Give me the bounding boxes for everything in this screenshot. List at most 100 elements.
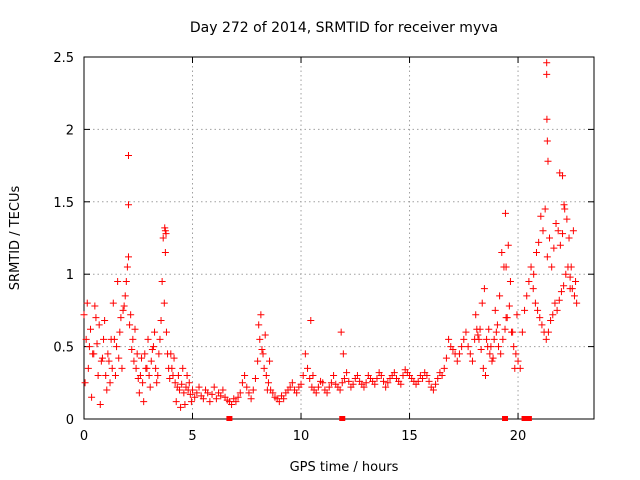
data-point (483, 335, 491, 343)
data-point (195, 383, 203, 391)
data-point (534, 306, 542, 314)
data-point (349, 380, 357, 388)
data-point (345, 377, 353, 385)
data-point (429, 386, 437, 394)
data-point (180, 389, 188, 397)
data-point (234, 393, 242, 401)
data-point (107, 335, 115, 343)
data-point (490, 335, 498, 343)
data-point (280, 395, 288, 403)
data-point (554, 227, 562, 235)
x-tick-label: 0 (80, 429, 88, 444)
data-point (488, 357, 496, 365)
data-point (340, 374, 348, 382)
data-point (314, 383, 322, 391)
data-point (161, 248, 169, 256)
x-tick-label: 10 (293, 429, 310, 444)
data-point (561, 205, 569, 213)
data-point (502, 314, 510, 322)
data-point (478, 299, 486, 307)
data-point (123, 263, 131, 271)
data-point (468, 357, 476, 365)
data-point (286, 383, 294, 391)
y-tick-label: 2 (66, 123, 74, 138)
data-point (84, 364, 92, 372)
data-point (550, 244, 558, 252)
data-point (565, 234, 573, 242)
data-point (88, 393, 96, 401)
data-point (455, 350, 463, 358)
data-point (513, 311, 521, 319)
data-point (81, 379, 89, 387)
data-point (199, 395, 207, 403)
data-point (80, 311, 88, 319)
data-point (464, 343, 472, 351)
data-point (104, 350, 112, 358)
data-point (382, 383, 390, 391)
data-point (87, 325, 95, 333)
data-point (241, 372, 249, 380)
data-point (496, 292, 504, 300)
data-point (480, 285, 488, 293)
data-point (130, 357, 138, 365)
data-point (434, 374, 442, 382)
data-point (502, 263, 510, 271)
y-tick-label: 2.5 (53, 51, 74, 66)
data-point (293, 389, 301, 397)
data-point (262, 372, 270, 380)
data-point (557, 288, 565, 296)
data-point (136, 372, 144, 380)
data-point (159, 234, 167, 242)
data-point (261, 331, 269, 339)
data-point (101, 317, 109, 325)
data-point (509, 328, 517, 336)
data-point (466, 350, 474, 358)
data-point (96, 401, 104, 409)
data-point (462, 328, 470, 336)
data-point (263, 386, 271, 394)
data-point (210, 383, 218, 391)
data-point (185, 379, 193, 387)
data-point (162, 230, 170, 238)
data-point (384, 379, 392, 387)
data-point (95, 321, 103, 329)
data-point (124, 201, 132, 209)
data-point (111, 372, 119, 380)
data-point (438, 372, 446, 380)
data-point (92, 314, 100, 322)
data-point (432, 380, 440, 388)
data-point (472, 311, 480, 319)
data-point (419, 374, 427, 382)
data-point (257, 311, 265, 319)
data-point (312, 389, 320, 397)
data-point (148, 345, 156, 353)
data-point (560, 282, 568, 290)
data-point (256, 335, 264, 343)
data-point (559, 172, 567, 180)
data-point (149, 343, 157, 351)
data-point (501, 209, 509, 217)
data-point (189, 386, 197, 394)
data-point (146, 383, 154, 391)
data-point (247, 395, 255, 403)
data-point (174, 372, 182, 380)
data-point (100, 335, 108, 343)
data-point (477, 345, 485, 353)
y-tick-label: 0 (66, 413, 74, 428)
zero-marker (226, 416, 233, 421)
data-point (142, 364, 150, 372)
data-point (206, 398, 214, 406)
data-point (94, 372, 102, 380)
data-point (319, 379, 327, 387)
data-point (245, 389, 253, 397)
data-point (339, 350, 347, 358)
data-point (106, 379, 114, 387)
data-point (124, 253, 132, 261)
data-point (476, 325, 484, 333)
data-point (154, 372, 162, 380)
data-point (83, 299, 91, 307)
data-point (501, 325, 509, 333)
data-point (103, 386, 111, 394)
data-point (105, 357, 113, 365)
data-point (228, 401, 236, 409)
